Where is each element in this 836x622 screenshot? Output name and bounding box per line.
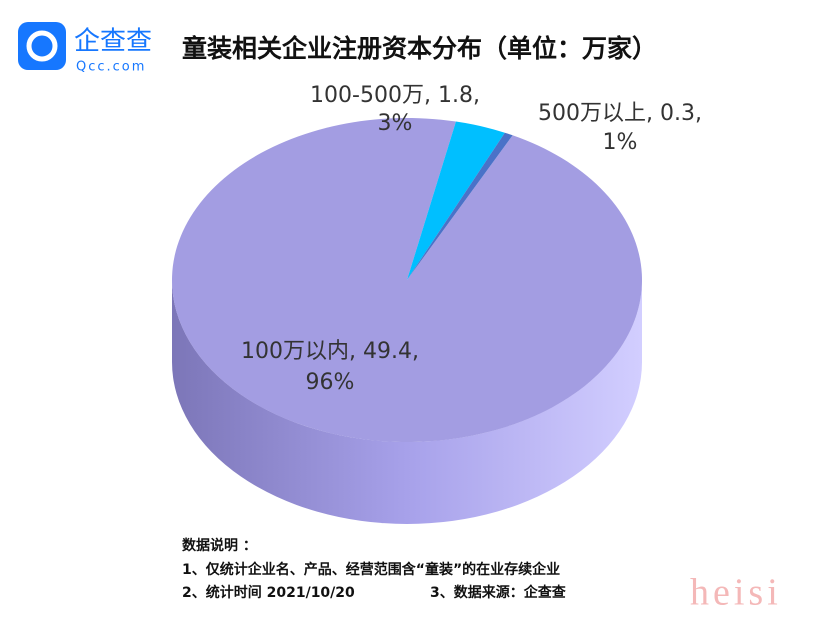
data-label: 1% — [603, 130, 638, 155]
watermark: heisi — [690, 572, 782, 614]
logo-icon — [18, 22, 66, 70]
logo-site: Qcc.com — [76, 60, 146, 75]
note: 数据说明 ： — [182, 537, 257, 554]
data-label: 500万以上, 0.3, — [538, 101, 702, 126]
data-label: 100-500万, 1.8, — [310, 83, 480, 108]
data-label: 3% — [378, 111, 413, 136]
chart-title: 童装相关企业注册资本分布（单位：万家） — [182, 34, 657, 63]
note: 2、统计时间 2021/10/20 — [182, 584, 355, 601]
pie-slice — [407, 121, 505, 280]
pie-slice — [407, 132, 513, 280]
data-label: 96% — [306, 370, 355, 395]
pie-slice — [172, 118, 643, 442]
note: 1、仅统计企业名、产品、经营范围含“童装”的在业存续企业 — [182, 561, 560, 578]
logo-name: 企查查 — [74, 27, 152, 57]
logo-mark — [26, 30, 58, 62]
pie: 100万以内, 49.4, 96% 100-500万, 1.8, 3% 500万以上, … — [172, 83, 702, 524]
data-label: 100万以内, 49.4, — [241, 339, 419, 364]
note: 3、数据来源：企查查 — [430, 584, 567, 601]
pie-side — [172, 280, 642, 524]
